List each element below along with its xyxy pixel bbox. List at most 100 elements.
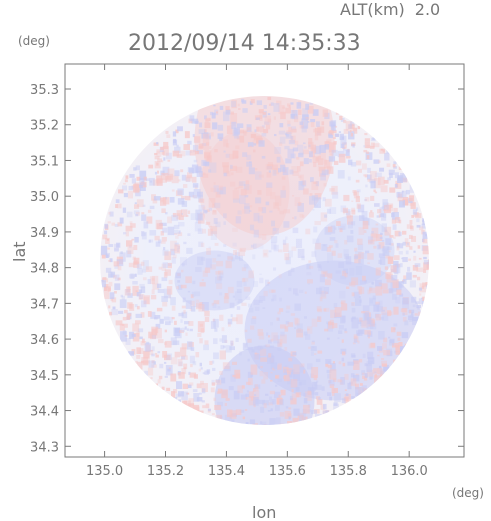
field-pixel [416, 224, 421, 228]
field-pixel [136, 331, 141, 337]
field-pixel [255, 171, 262, 180]
field-pixel [347, 382, 352, 390]
field-pixel [423, 262, 429, 271]
field-pixel [210, 226, 218, 235]
field-pixel [150, 377, 153, 380]
field-pixel [273, 227, 277, 231]
field-pixel [381, 360, 387, 367]
field-pixel [167, 159, 171, 162]
field-pixel [157, 288, 165, 294]
field-pixel [117, 277, 121, 281]
field-pixel [302, 369, 306, 374]
field-pixel [174, 229, 179, 234]
field-pixel [327, 392, 332, 396]
field-pixel [408, 234, 413, 240]
field-pixel [171, 391, 176, 398]
field-pixel [250, 99, 255, 104]
field-pixel [197, 191, 203, 197]
field-pixel [411, 296, 417, 303]
field-pixel [385, 238, 392, 246]
field-pixel [385, 272, 392, 279]
field-pixel [328, 156, 336, 162]
field-pixel [128, 262, 135, 268]
field-pixel [278, 308, 284, 312]
field-pixel [152, 198, 158, 204]
field-pixel [171, 256, 176, 264]
field-pixel [288, 127, 292, 132]
field-pixel [204, 122, 211, 129]
field-pixel [329, 207, 337, 214]
field-pixel [175, 272, 181, 279]
field-pixel [380, 374, 383, 377]
field-pixel [147, 278, 151, 285]
field-pixel [271, 367, 275, 370]
field-pixel [288, 407, 292, 410]
field-pixel [190, 363, 193, 368]
field-pixel [380, 232, 383, 235]
field-pixel [272, 267, 277, 271]
field-pixel [349, 121, 355, 127]
field-pixel [278, 249, 283, 253]
field-pixel [317, 308, 323, 313]
field-pixel [143, 176, 147, 181]
field-pixel [294, 327, 297, 329]
field-pixel [157, 351, 161, 354]
field-pixel [324, 227, 332, 235]
field-pixel [249, 224, 255, 231]
field-pixel [217, 306, 221, 309]
field-pixel [366, 144, 371, 149]
field-pixel [133, 185, 139, 194]
field-pixel [174, 244, 181, 254]
field-pixel [167, 368, 171, 372]
field-pixel [353, 255, 358, 260]
field-pixel [198, 204, 205, 211]
field-pixel [132, 332, 140, 342]
field-pixel [189, 115, 195, 122]
field-pixel [372, 143, 380, 148]
field-pixel [361, 385, 367, 391]
field-pixel [215, 379, 220, 383]
field-pixel [132, 256, 136, 260]
field-pixel [248, 167, 255, 175]
field-pixel [268, 170, 271, 173]
field-pixel [292, 109, 295, 113]
field-pixel [346, 235, 354, 243]
field-pixel [143, 296, 150, 304]
field-pixel [343, 141, 347, 146]
field-pixel [273, 103, 280, 112]
field-pixel [215, 276, 222, 284]
field-pixel [186, 172, 193, 179]
field-pixel [347, 221, 353, 229]
field-pixel [166, 134, 171, 138]
field-pixel [227, 322, 231, 327]
field-pixel [257, 190, 262, 195]
field-pixel [191, 291, 196, 297]
field-pixel [105, 254, 109, 259]
field-pixel [211, 379, 215, 385]
field-pixel [201, 159, 207, 166]
field-pixel [125, 338, 131, 346]
field-pixel [382, 289, 389, 294]
field-pixel [137, 361, 143, 370]
field-pixel [338, 324, 344, 330]
field-pixel [249, 161, 252, 164]
field-pixel [379, 316, 384, 320]
field-pixel [130, 273, 134, 279]
field-pixel [326, 139, 332, 143]
field-pixel [335, 243, 339, 248]
field-pixel [326, 166, 334, 174]
field-pixel [357, 168, 363, 173]
field-pixel [294, 303, 301, 311]
field-pixel [149, 205, 155, 210]
field-pixel [251, 348, 255, 353]
field-pixel [189, 149, 196, 156]
field-pixel [291, 195, 295, 197]
field-pixel [270, 102, 274, 106]
field-pixel [197, 150, 203, 155]
field-pixel [230, 343, 234, 347]
field-pixel [273, 202, 279, 209]
field-pixel [253, 299, 260, 306]
field-pixel [394, 184, 398, 188]
field-pixel [202, 209, 208, 214]
field-pixel [272, 294, 277, 301]
